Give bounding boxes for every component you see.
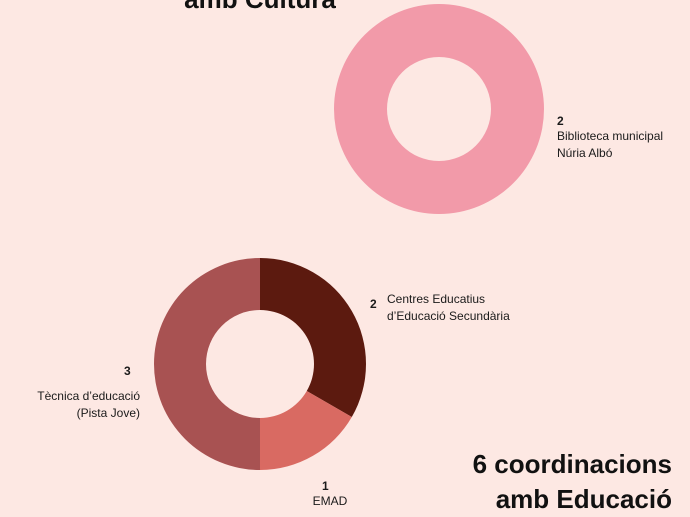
data-label: 2	[557, 114, 564, 128]
slice-label: Biblioteca municipal Núria Albó	[557, 129, 664, 160]
donut-slice	[260, 258, 366, 417]
slice-label: Centres Educatius d’Educació Secundària	[387, 292, 510, 323]
data-label: 1	[322, 479, 329, 493]
slice-label: Tècnica d’educació (Pista Jove)	[37, 389, 140, 420]
donut-slice	[334, 4, 544, 214]
donut-slice	[260, 391, 352, 470]
chart-title: amb Cultura	[150, 0, 370, 17]
slice-label: EMAD	[312, 494, 348, 508]
data-label: 2	[370, 297, 377, 311]
donut-slice	[154, 258, 260, 470]
chart-title: 6 coordinacions amb Educació	[472, 449, 672, 514]
data-label: 3	[124, 364, 131, 378]
